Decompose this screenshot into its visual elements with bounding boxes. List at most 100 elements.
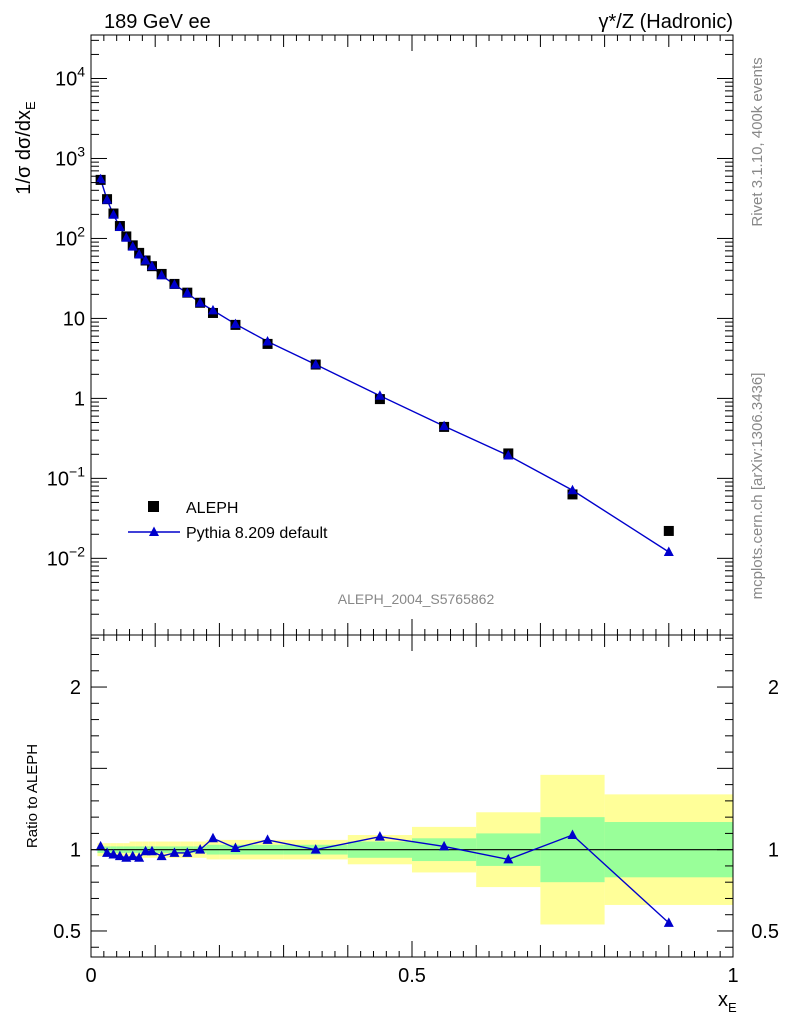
ratio-y-tick-label: 0.5 [53, 921, 81, 943]
ratio-mc-point [374, 831, 385, 841]
mc-point [121, 232, 132, 242]
mc-point [114, 221, 125, 232]
mc-point [108, 209, 119, 219]
tick-label-base: 10 [47, 468, 69, 490]
mc-point [102, 194, 113, 204]
main-y-tick-label: 103 [55, 143, 85, 170]
ratio-y-tick-label-right: 1 [768, 840, 779, 862]
mc-point [503, 450, 514, 460]
ratio-mc-point [182, 847, 193, 857]
tick-label-exponent: 3 [77, 143, 85, 159]
mc-point [230, 318, 241, 329]
ratio-mc-point [567, 829, 578, 840]
main-y-tick-label: 10−2 [47, 543, 85, 570]
mc-point [374, 390, 385, 400]
chart-right-title: γ*/Z (Hadronic) [599, 11, 733, 33]
tick-label-exponent: 4 [77, 64, 85, 80]
mc-point [156, 269, 167, 280]
x-tick-label: 0.5 [398, 965, 426, 987]
mc-point [567, 484, 578, 495]
legend-mc-label: Pythia 8.209 default [186, 525, 328, 542]
ratio-mc-point [503, 853, 514, 864]
ratio-mc-point [114, 850, 125, 861]
ratio-mc-point [102, 847, 113, 857]
process-symbol: γ*/Z [599, 11, 635, 33]
legend: ALEPH Pythia 8.209 default [128, 500, 328, 542]
x-tick-label: 1 [727, 965, 738, 987]
ratio-mc-point [127, 850, 138, 861]
legend-data-marker [148, 501, 159, 512]
tick-label-exponent: −2 [69, 543, 85, 559]
main-y-axis-label: 1/σ dσ/dxE [13, 101, 38, 195]
tick-label-exponent: 2 [77, 223, 85, 239]
legend-data-label: ALEPH [186, 500, 238, 517]
analysis-label: ALEPH_2004_S5765862 [338, 591, 495, 607]
ratio-y-axis-label: Ratio to ALEPH [24, 744, 41, 848]
ratio-ticks: 0.5 0.51 12 20 0.5 1 [53, 635, 779, 987]
main-y-axis-label-text: 1/σ dσ/dx [13, 110, 35, 195]
ratio-mc-point [140, 845, 151, 856]
main-y-tick-label: 1 [74, 388, 85, 410]
chart-left-title: 189 GeV ee [104, 11, 211, 33]
data-point [663, 525, 674, 536]
mc-point [127, 241, 138, 251]
mc-point [262, 335, 273, 346]
ratio-mc-point [230, 842, 241, 853]
tick-label-base: 10 [47, 548, 69, 570]
ratio-panel: 0.5 0.51 12 20 0.5 1 Ratio to ALEPH xE [24, 634, 779, 1015]
main-plot-marks [95, 173, 674, 557]
tick-label-base: 1 [74, 388, 85, 410]
main-y-tick-label: 10 [63, 308, 85, 330]
mc-point [439, 420, 450, 431]
ratio-mc-point [95, 840, 106, 851]
main-y-tick-label: 102 [55, 223, 85, 250]
tick-label-base: 10 [63, 308, 85, 330]
ratio-mc-point [108, 849, 119, 859]
ratio-mc-point [439, 840, 450, 851]
mc-point [146, 260, 157, 271]
ratio-y-tick-label: 1 [70, 840, 81, 862]
ratio-y-tick-label-right: 2 [768, 677, 779, 699]
tick-label-base: 10 [55, 228, 77, 250]
ratio-y-tick-label-right: 0.5 [751, 921, 779, 943]
ratio-mc-point [207, 832, 218, 843]
ratio-mc-point [310, 844, 321, 854]
x-tick-label: 0 [85, 965, 96, 987]
x-axis-label-text: x [718, 989, 728, 1011]
ratio-mc-point [169, 847, 180, 857]
mc-point [663, 546, 674, 557]
mc-point [134, 248, 145, 259]
mc-point [140, 255, 151, 265]
main-y-axis-label-sub: E [23, 101, 38, 110]
mcplots-label: mcplots.cern.ch [arXiv:1306.3436] [749, 373, 766, 600]
ratio-mc-point [134, 852, 145, 862]
ratio-mc-point [195, 844, 206, 854]
mc-point [95, 173, 106, 184]
legend-mc-marker [149, 526, 159, 536]
mc-point [182, 287, 193, 298]
mc-point [195, 297, 206, 307]
tick-label-base: 10 [55, 69, 77, 91]
ratio-mc-point [262, 834, 273, 844]
data-point [567, 489, 578, 500]
ratio-mc-point [156, 850, 167, 861]
mc-point [169, 279, 180, 289]
x-axis-label: xE [718, 989, 737, 1015]
rivet-label: Rivet 3.1.10, 400k events [749, 57, 766, 226]
main-plot-frame [90, 34, 734, 636]
mc-point [310, 359, 321, 369]
tick-label-base: 10 [55, 148, 77, 170]
ratio-plot-marks [95, 829, 674, 927]
main-y-tick-label: 104 [55, 64, 85, 91]
process-label: (Hadronic) [634, 11, 733, 33]
tick-label-exponent: −1 [69, 463, 85, 479]
ratio-y-tick-label: 2 [70, 677, 81, 699]
ratio-mc-point [663, 917, 674, 927]
ratio-mc-point [146, 845, 157, 856]
x-axis-label-sub: E [728, 1000, 737, 1015]
mc-line [99, 179, 670, 553]
main-y-tick-label: 10−1 [47, 463, 85, 490]
